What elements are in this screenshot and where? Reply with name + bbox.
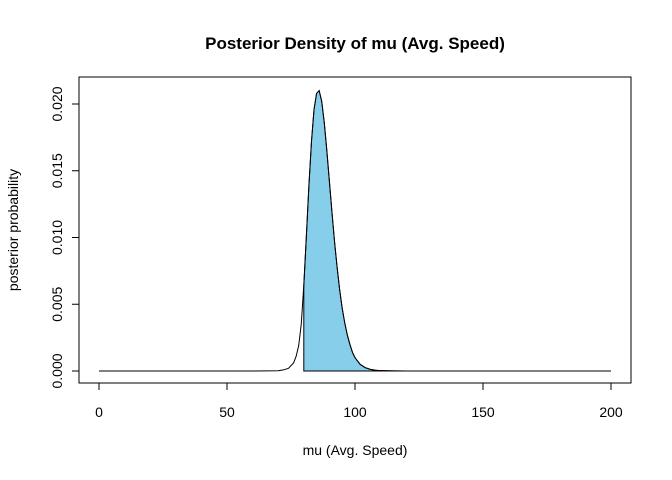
x-tick-label: 150 [471,404,495,420]
x-tick-label: 100 [343,404,367,420]
y-tick-label: 0.015 [49,153,65,188]
y-tick-label: 0.020 [49,86,65,121]
x-axis: 0 50 100 150 200 [95,382,623,420]
x-axis-label: mu (Avg. Speed) [303,442,408,458]
y-tick-label: 0.005 [49,287,65,322]
y-tick-label: 0.010 [49,220,65,255]
x-tick-label: 0 [95,404,103,420]
y-axis-label: posterior probability [5,169,21,291]
shaded-region [303,89,611,372]
chart-title: Posterior Density of mu (Avg. Speed) [205,34,505,53]
shaded-region-layer [303,89,611,372]
density-curve [99,89,611,372]
y-tick-label: 0.000 [49,353,65,388]
x-tick-label: 50 [219,404,235,420]
plot-frame [78,76,632,384]
y-axis: 0.000 0.005 0.010 0.015 0.020 [49,86,80,389]
density-curve-layer [99,89,611,372]
x-tick-label: 200 [599,404,623,420]
